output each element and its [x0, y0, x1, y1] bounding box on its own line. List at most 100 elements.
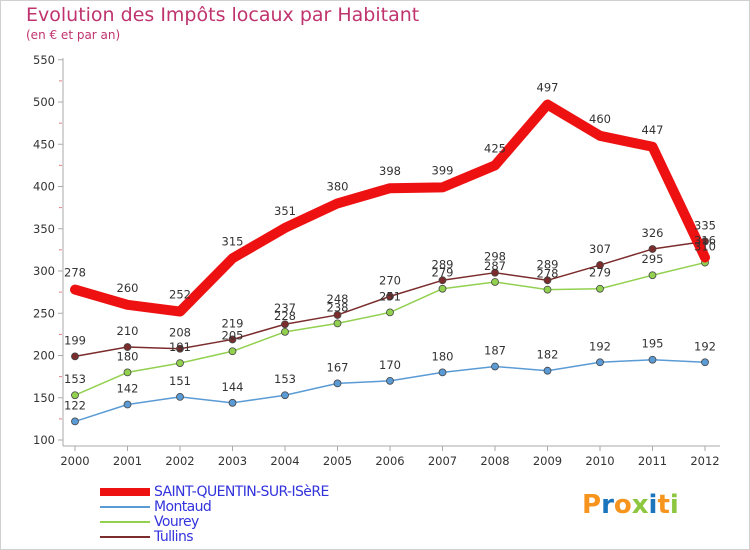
data-label-tullins: 248: [327, 292, 349, 306]
y-tick-label: 550: [33, 53, 55, 67]
data-label-montaud: 122: [64, 398, 86, 412]
data-point-tullins: [281, 320, 289, 329]
proxiti-logo: Proxiti: [582, 490, 679, 520]
y-tick-label: 200: [33, 349, 55, 363]
data-label-tullins: 199: [64, 333, 86, 347]
data-label-montaud: 192: [694, 339, 716, 353]
legend-item-vourey: Vourey: [100, 514, 199, 530]
data-label-tullins: 270: [379, 273, 401, 287]
x-tick-label: 2011: [638, 454, 667, 468]
legend-item-tullins: Tullins: [100, 529, 194, 545]
data-label-vourey: 191: [169, 340, 191, 354]
data-point-vourey: [648, 271, 657, 280]
data-label-saint-quentin: 447: [642, 123, 664, 137]
data-point-montaud: [123, 400, 132, 409]
data-label-saint-quentin: 278: [64, 266, 86, 280]
data-point-tullins: [648, 245, 657, 253]
x-tick-label: 2010: [585, 454, 614, 468]
data-label-vourey: 180: [117, 349, 139, 363]
legend-label-vourey: Vourey: [154, 514, 199, 530]
data-label-tullins: 335: [694, 218, 716, 232]
y-tick-label: 150: [33, 391, 55, 405]
x-tick-label: 2004: [270, 454, 299, 468]
data-point-montaud: [543, 366, 552, 375]
data-label-vourey: 295: [642, 252, 664, 266]
logo-letter: x: [631, 490, 649, 520]
data-label-saint-quentin: 316: [694, 233, 716, 247]
data-label-vourey: 238: [327, 300, 349, 314]
data-point-vourey: [543, 285, 552, 294]
data-label-montaud: 182: [537, 348, 559, 362]
data-point-tullins: [596, 261, 604, 269]
data-label-saint-quentin: 399: [432, 163, 454, 177]
data-point-montaud: [228, 398, 237, 407]
x-tick-label: 2007: [428, 454, 457, 468]
data-label-tullins: 326: [642, 226, 664, 240]
data-point-montaud: [701, 358, 709, 367]
data-point-vourey: [438, 284, 447, 293]
data-label-montaud: 180: [432, 349, 454, 363]
data-point-saint-quentin: [72, 286, 78, 293]
data-point-saint-quentin: [229, 255, 236, 262]
data-label-vourey: 153: [64, 372, 86, 386]
x-tick-label: 2009: [533, 454, 562, 468]
data-label-montaud: 167: [327, 360, 349, 374]
data-label-vourey: 279: [432, 266, 454, 280]
data-point-vourey: [333, 319, 342, 328]
data-label-tullins: 307: [589, 242, 611, 256]
x-tick-label: 2003: [218, 454, 247, 468]
data-label-vourey: 228: [274, 309, 296, 323]
legend-swatch-tullins: [100, 536, 150, 538]
chart-title: Evolution des Impôts locaux par Habitant: [26, 4, 420, 26]
data-point-saint-quentin: [282, 224, 288, 231]
data-point-saint-quentin: [387, 185, 393, 192]
logo-letter: r: [601, 490, 614, 520]
data-label-saint-quentin: 497: [537, 81, 559, 95]
data-point-tullins: [438, 276, 447, 285]
data-label-tullins: 208: [169, 326, 191, 340]
data-point-saint-quentin: [544, 101, 551, 108]
logo-letter: i: [669, 490, 679, 520]
data-point-saint-quentin: [649, 143, 656, 150]
data-point-saint-quentin: [124, 301, 131, 308]
data-point-montaud: [438, 368, 447, 377]
data-point-vourey: [71, 391, 79, 400]
data-label-vourey: 287: [484, 259, 506, 273]
chart-subtitle: (en € et par an): [26, 28, 121, 42]
data-point-montaud: [386, 376, 394, 385]
data-point-saint-quentin: [334, 200, 341, 207]
data-point-vourey: [176, 359, 184, 368]
data-label-montaud: 153: [274, 372, 296, 386]
data-label-saint-quentin: 380: [327, 179, 349, 193]
data-point-vourey: [386, 308, 394, 317]
data-point-vourey: [123, 368, 132, 377]
data-label-saint-quentin: 252: [169, 288, 191, 302]
data-label-montaud: 142: [117, 382, 139, 396]
y-tick-label: 250: [33, 306, 55, 320]
series-layer: [70, 99, 710, 426]
data-label-vourey: 310: [694, 240, 716, 254]
legend-item-montaud: Montaud: [100, 499, 212, 515]
data-point-saint-quentin: [492, 162, 498, 169]
data-point-montaud: [491, 362, 499, 371]
data-label-montaud: 144: [222, 380, 244, 394]
x-tick-label: 2002: [165, 454, 194, 468]
x-tick-label: 2001: [113, 454, 142, 468]
y-tick-label: 300: [33, 264, 55, 278]
data-label-montaud: 170: [379, 358, 401, 372]
data-point-montaud: [71, 417, 79, 426]
data-point-tullins: [333, 311, 342, 319]
data-point-vourey: [281, 327, 289, 336]
data-point-saint-quentin: [597, 132, 603, 139]
data-label-vourey: 251: [379, 289, 401, 303]
legend-swatch-vourey: [100, 521, 150, 523]
legend-label-tullins: Tullins: [154, 529, 194, 545]
logo-letter: P: [582, 490, 602, 520]
data-label-vourey: 205: [222, 328, 244, 342]
data-label-tullins: 237: [274, 301, 296, 315]
data-point-montaud: [596, 358, 604, 367]
y-tick-label: 100: [33, 433, 55, 447]
data-point-tullins: [71, 352, 79, 361]
